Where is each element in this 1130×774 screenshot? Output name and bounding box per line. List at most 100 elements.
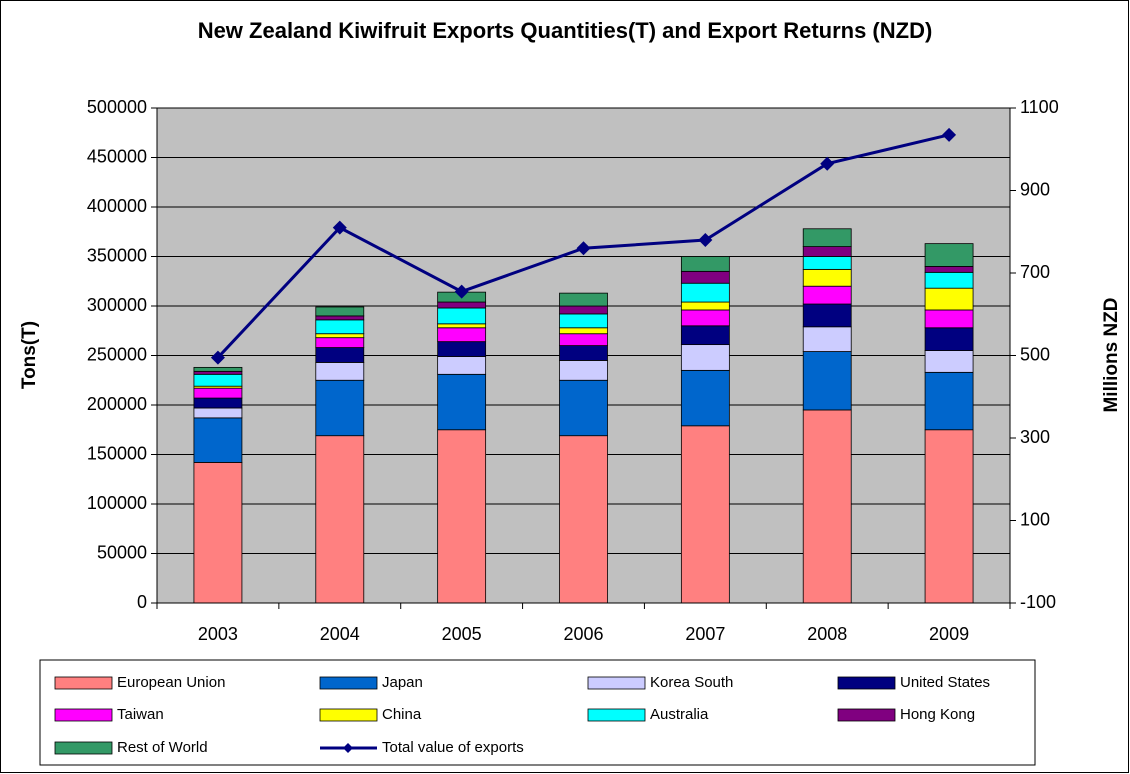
bar-segment [315, 435, 365, 604]
bar-segment [802, 409, 852, 604]
bar-segment [680, 425, 730, 604]
line-marker [942, 127, 957, 142]
bar-segment [924, 371, 974, 431]
bar-segment [924, 271, 974, 289]
y2-tick-label: 700 [1020, 262, 1050, 282]
line-marker [210, 350, 225, 365]
bar-segment [437, 373, 487, 431]
bar-segment [680, 282, 730, 303]
bar-segment [437, 307, 487, 325]
bar-segment [559, 292, 608, 307]
legend-label: Taiwan [117, 706, 164, 723]
bar-segment [559, 360, 608, 381]
bar-segment [559, 333, 608, 347]
legend-marker [343, 743, 353, 753]
bar-segment [315, 333, 365, 339]
bar-segment [193, 417, 243, 463]
legend-swatch [54, 708, 113, 722]
x-tick-label: 2003 [198, 624, 238, 644]
y-tick-label: 200000 [87, 394, 147, 414]
bar-segment [680, 301, 730, 311]
legend-swatch [319, 676, 378, 690]
legend-label: Japan [382, 674, 423, 691]
y-tick-label: 100000 [87, 493, 147, 513]
bar-segment [315, 337, 365, 348]
legend-swatch [319, 708, 378, 722]
legend-swatch [587, 676, 646, 690]
x-tick-label: 2007 [685, 624, 725, 644]
x-tick-label: 2005 [442, 624, 482, 644]
y-axis-label: Tons(T) [19, 321, 40, 389]
y-tick-label: 350000 [87, 245, 147, 265]
bar-segment [437, 356, 487, 375]
y-tick-label: 150000 [87, 443, 147, 463]
bar-segment [802, 268, 852, 287]
bar-segment [924, 350, 974, 373]
bar-segment [680, 325, 730, 346]
bar-segment [802, 228, 852, 247]
bar-segment [559, 435, 608, 604]
y-tick-label: 450000 [87, 146, 147, 166]
line-marker [454, 284, 469, 299]
y-tick-label: 300000 [87, 295, 147, 315]
bar-segment [680, 270, 730, 284]
legend-label: China [382, 706, 422, 723]
bar-segment [680, 256, 730, 272]
legend-swatch [54, 741, 113, 755]
chart-title: New Zealand Kiwifruit Exports Quantities… [197, 18, 933, 43]
bar-segment [437, 429, 487, 604]
bar-segment [437, 301, 487, 309]
legend-label: Total value of exports [382, 739, 524, 756]
y2-tick-label: 500 [1020, 344, 1050, 364]
legend-swatch [837, 708, 896, 722]
line-marker [698, 233, 713, 247]
legend-swatch [54, 676, 113, 690]
y-tick-label: 0 [137, 592, 147, 612]
y2-tick-label: 900 [1020, 179, 1050, 199]
y-tick-label: 500000 [87, 97, 147, 117]
bar-segment [437, 327, 487, 343]
bar-segment [437, 323, 487, 329]
y2-tick-label: -100 [1020, 592, 1056, 612]
bar-segment [924, 309, 974, 329]
y-tick-label: 400000 [87, 196, 147, 216]
x-tick-label: 2006 [563, 624, 603, 644]
bar-segment [315, 315, 365, 321]
bar-segment [559, 305, 608, 315]
legend-swatch [837, 676, 896, 690]
line-marker [820, 156, 835, 171]
legend-label: European Union [117, 674, 225, 691]
y2-tick-label: 300 [1020, 427, 1050, 447]
bar-segment [802, 326, 852, 352]
bar-segment [680, 344, 730, 371]
bar-segment [559, 345, 608, 361]
legend-label: Hong Kong [900, 706, 975, 723]
line-marker [332, 220, 347, 235]
x-tick-label: 2009 [929, 624, 969, 644]
bar-segment [193, 407, 243, 419]
bar-segment [315, 347, 365, 363]
bar-segment [924, 243, 974, 267]
bar-segment [437, 341, 487, 357]
x-tick-label: 2004 [320, 624, 360, 644]
bar-segment [559, 327, 608, 335]
line-marker [576, 241, 591, 256]
y2-tick-label: 100 [1020, 509, 1050, 529]
bar-segment [315, 362, 365, 381]
legend-label: Rest of World [117, 739, 208, 756]
bar-segment [924, 429, 974, 604]
bar-segment [924, 287, 974, 311]
bar-segment [193, 462, 243, 604]
bar-segment [193, 370, 243, 375]
bar-segment [315, 306, 365, 317]
bar-segment [193, 373, 243, 387]
y-tick-label: 250000 [87, 344, 147, 364]
bar-segment [315, 319, 365, 335]
bar-segment [680, 369, 730, 427]
bar-segment [802, 246, 852, 257]
bar-segment [802, 351, 852, 411]
legend-label: Korea South [650, 674, 733, 691]
bar-segment [559, 379, 608, 437]
